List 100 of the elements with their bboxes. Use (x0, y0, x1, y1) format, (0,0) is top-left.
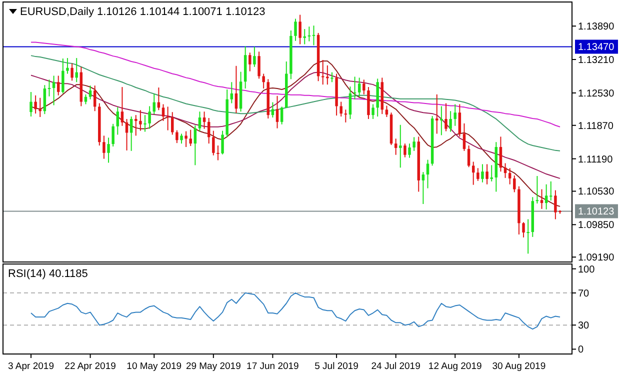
candlestick (230, 82, 234, 104)
candlestick (280, 106, 284, 125)
candlestick (330, 72, 334, 83)
candlestick (88, 85, 92, 100)
candlestick (462, 122, 466, 152)
y-tick-label: 1.11870 (578, 120, 614, 132)
candlestick (550, 180, 552, 202)
candlestick (180, 133, 183, 144)
candlestick (326, 64, 329, 86)
candlestick (48, 79, 51, 97)
candlestick (522, 222, 525, 238)
line-series (30, 292, 560, 330)
candlestick (43, 84, 46, 115)
candlestick (102, 135, 106, 160)
candlestick (184, 130, 188, 148)
candlestick (221, 130, 224, 155)
y-tick-label: 1.13210 (578, 55, 615, 66)
x-tick-label: 5 Jul 2019 (314, 361, 358, 372)
candlestick (189, 129, 192, 147)
x-tick-label: 22 Apr 2019 (64, 361, 116, 372)
ref-line-label: 1.13470 (578, 42, 615, 54)
candlestick (399, 124, 402, 168)
candlestick (107, 137, 110, 164)
ref-line-label: 1.10123 (578, 206, 615, 218)
candlestick (353, 76, 356, 100)
candlestick (486, 164, 488, 185)
candlestick (248, 52, 252, 72)
candlestick (476, 168, 480, 182)
candlestick (38, 97, 42, 118)
candlestick (303, 28, 306, 45)
chart-title: EURUSD,Daily 1.10126 1.10144 1.10071 1.10123 (20, 6, 266, 18)
candlestick (34, 94, 37, 114)
candlestick (75, 58, 78, 83)
candlestick (198, 111, 202, 132)
candlestick (481, 164, 484, 183)
y-tick-label: 1.12530 (578, 88, 615, 100)
candlestick (66, 58, 69, 74)
candlestick (436, 94, 438, 134)
candlestick (56, 75, 60, 96)
x-tick-label: 29 May 2019 (186, 361, 241, 372)
candlestick (490, 164, 493, 182)
candlestick (358, 77, 361, 98)
candlestick (176, 130, 178, 144)
candlestick (408, 143, 411, 158)
candlestick (139, 110, 142, 132)
candlestick (144, 114, 146, 132)
x-tick-label: 30 Aug 2019 (492, 361, 546, 372)
candlestick (171, 112, 174, 136)
candlestick (294, 18, 297, 42)
chart-title: RSI(14) 40.1185 (8, 268, 88, 280)
candlestick (262, 73, 265, 90)
x-tick-label: 12 Aug 2019 (428, 361, 482, 372)
candlestick (70, 62, 74, 82)
candlestick (499, 136, 502, 172)
candlestick (194, 124, 197, 166)
candlestick (212, 130, 215, 156)
y-tick-label: 1.11190 (578, 154, 614, 166)
line-series (30, 42, 560, 128)
y-tick-label: 1.10530 (578, 186, 615, 198)
candlestick (321, 59, 324, 86)
candlestick (216, 145, 220, 161)
candlestick (148, 106, 151, 130)
candlestick (472, 161, 475, 186)
candlestick (458, 104, 462, 138)
candlestick (504, 162, 507, 178)
candlestick (116, 106, 120, 136)
candlestick (454, 104, 456, 126)
candlestick (385, 105, 388, 118)
candlestick (422, 172, 425, 205)
candlestick (544, 184, 548, 210)
candlestick (30, 91, 32, 118)
candlestick (258, 51, 260, 80)
candlestick (166, 106, 170, 131)
candlestick (253, 46, 256, 68)
candlestick (444, 102, 448, 132)
candlestick (540, 188, 544, 210)
candlestick (426, 159, 430, 189)
candlestick (276, 95, 279, 129)
candlestick (372, 104, 374, 120)
y-tick-label: 1.13890 (578, 22, 615, 33)
candlestick (344, 109, 348, 123)
y-tick-label: 1.09850 (578, 220, 615, 232)
candlestick (526, 218, 530, 254)
candlestick (52, 75, 56, 106)
candlestick (298, 14, 302, 45)
candlestick (348, 86, 352, 120)
candlestick (308, 26, 311, 42)
candlestick (440, 106, 443, 136)
candlestick (508, 168, 512, 185)
candlestick (404, 143, 406, 158)
candlestick (93, 85, 96, 112)
candlestick (62, 58, 64, 94)
x-tick-label: 3 Apr 2019 (8, 361, 54, 372)
x-tick-label: 17 Jun 2019 (246, 361, 299, 372)
candlestick (271, 102, 274, 118)
candlestick (394, 138, 398, 156)
candlestick (362, 79, 366, 95)
candlestick (234, 65, 238, 114)
line-series (30, 55, 560, 152)
candlestick (120, 86, 124, 126)
